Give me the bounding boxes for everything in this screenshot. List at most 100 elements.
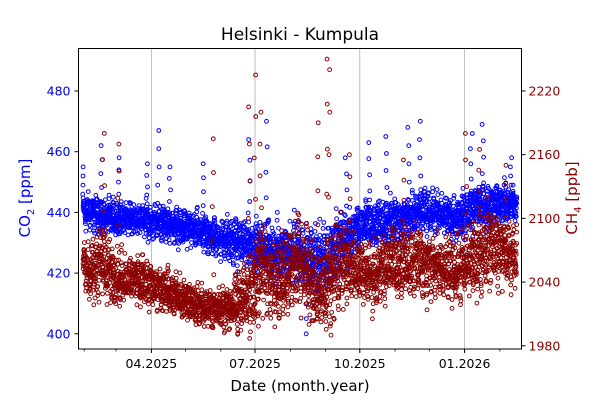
data-point xyxy=(96,299,102,305)
data-point xyxy=(512,218,518,224)
data-point xyxy=(175,247,181,253)
data-point xyxy=(145,239,151,245)
data-point xyxy=(173,269,179,275)
data-point xyxy=(155,182,161,188)
data-point xyxy=(342,155,348,161)
data-point xyxy=(116,191,122,197)
data-point xyxy=(285,311,291,317)
data-point xyxy=(180,239,186,245)
data-point xyxy=(376,202,381,208)
data-point xyxy=(220,283,226,289)
data-point xyxy=(87,227,93,233)
data-point xyxy=(420,221,426,227)
data-point xyxy=(122,230,128,236)
data-point xyxy=(502,175,507,181)
data-point xyxy=(194,209,200,215)
data-point xyxy=(312,229,318,234)
data-point xyxy=(227,258,233,264)
data-point xyxy=(83,217,89,223)
data-point xyxy=(409,187,415,193)
data-point xyxy=(313,243,319,249)
data-point xyxy=(488,201,494,207)
data-point xyxy=(81,240,87,246)
data-point xyxy=(184,246,190,252)
data-point xyxy=(201,189,206,195)
data-point xyxy=(85,247,91,252)
data-point xyxy=(264,118,269,124)
data-point xyxy=(242,224,247,230)
data-point xyxy=(145,161,150,167)
data-point xyxy=(224,212,230,217)
data-point xyxy=(191,212,197,217)
data-point xyxy=(138,304,143,310)
data-point xyxy=(480,184,486,190)
data-point xyxy=(182,211,188,217)
data-point xyxy=(300,227,306,233)
data-point xyxy=(366,156,372,162)
data-point xyxy=(83,228,89,234)
data-point xyxy=(201,239,207,245)
data-point xyxy=(430,189,436,195)
data-point xyxy=(383,134,389,139)
data-point xyxy=(80,173,86,179)
data-point xyxy=(420,226,426,231)
data-point xyxy=(263,195,269,201)
data-point xyxy=(119,242,125,248)
data-point xyxy=(177,270,183,276)
data-point xyxy=(257,219,263,225)
data-point xyxy=(486,186,491,191)
data-point xyxy=(304,235,310,240)
data-point xyxy=(230,260,236,266)
data-point xyxy=(435,192,441,198)
data-point xyxy=(417,137,422,143)
data-point xyxy=(80,182,86,188)
data-point xyxy=(366,140,372,146)
data-point xyxy=(405,125,411,130)
data-point xyxy=(309,231,314,236)
data-point xyxy=(289,302,295,308)
data-point xyxy=(418,173,424,179)
data-point xyxy=(245,210,251,216)
series-co2 xyxy=(80,118,520,337)
data-point xyxy=(80,191,86,197)
data-point xyxy=(156,164,162,170)
data-point xyxy=(344,187,350,193)
data-point xyxy=(406,143,412,149)
data-point xyxy=(114,243,120,249)
data-point xyxy=(175,239,180,245)
data-point xyxy=(406,161,412,167)
data-point xyxy=(111,200,117,206)
data-point xyxy=(92,230,97,236)
data-point xyxy=(199,287,205,293)
data-point xyxy=(434,187,440,192)
data-point xyxy=(508,164,513,170)
data-point xyxy=(287,218,293,224)
data-point xyxy=(384,185,390,190)
data-point xyxy=(201,175,206,181)
data-point xyxy=(481,180,487,186)
data-point xyxy=(451,195,457,201)
data-point xyxy=(374,243,379,248)
data-point xyxy=(135,231,141,236)
data-point xyxy=(263,169,269,175)
data-point xyxy=(355,205,361,211)
data-point xyxy=(118,199,124,205)
data-point xyxy=(509,155,515,161)
data-point xyxy=(87,222,93,228)
data-point xyxy=(481,191,487,197)
data-point xyxy=(233,217,239,223)
data-point xyxy=(268,315,274,321)
data-point xyxy=(256,323,261,329)
data-point xyxy=(122,251,128,256)
data-point xyxy=(367,172,373,178)
data-point xyxy=(367,188,373,194)
data-point xyxy=(87,296,92,302)
data-point xyxy=(200,203,206,209)
data-point xyxy=(247,199,253,204)
series-ch4 xyxy=(80,56,520,341)
data-point xyxy=(451,193,457,198)
data-point xyxy=(212,218,218,223)
data-point xyxy=(342,213,348,219)
data-point xyxy=(508,173,514,179)
